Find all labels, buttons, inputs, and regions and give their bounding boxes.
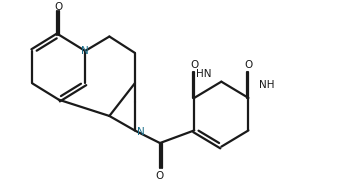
- Text: O: O: [244, 60, 252, 70]
- Text: N: N: [137, 127, 145, 137]
- Text: N: N: [81, 46, 89, 56]
- Text: O: O: [190, 60, 198, 70]
- Text: NH: NH: [259, 80, 274, 90]
- Text: HN: HN: [195, 69, 211, 79]
- Text: O: O: [156, 171, 164, 181]
- Text: O: O: [55, 2, 63, 12]
